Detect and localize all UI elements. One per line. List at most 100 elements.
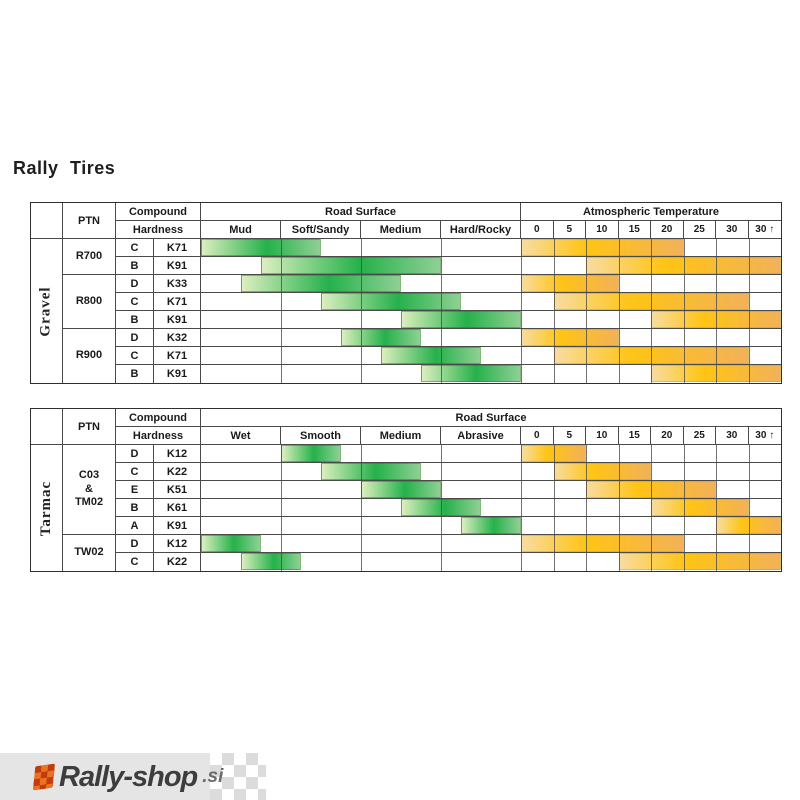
temperature-column-header: 30 — [716, 427, 749, 445]
temperature-bar — [521, 239, 684, 256]
ptn-group-label: R700 — [75, 249, 103, 262]
temperature-column-header: 15 — [618, 427, 651, 445]
rally-shop-logo: Rally-shop .si — [32, 757, 223, 797]
hardness-cell: D — [116, 535, 154, 553]
temperature-column-header: 0 — [521, 221, 554, 239]
page-title: Rally Tires — [13, 158, 116, 178]
ptn-group-label: C03 & TM02 — [74, 468, 104, 509]
grid-line — [586, 239, 587, 383]
compound-header-cell: Compound — [116, 409, 201, 427]
row-track — [201, 463, 781, 481]
hardness-cell: D — [116, 329, 154, 347]
surface-column-header: Soft/Sandy — [281, 221, 361, 239]
code-cell: K61 — [154, 499, 201, 517]
grid-line — [361, 445, 362, 571]
row-track — [201, 553, 781, 571]
row-track — [201, 365, 781, 383]
surface-column-header: Abrasive — [441, 427, 521, 445]
grid-line — [748, 445, 750, 571]
code-cell: K12 — [154, 535, 201, 553]
ptn-group-label: TW02 — [74, 546, 104, 559]
logo-text: Rally-shop — [59, 760, 198, 793]
temperature-column-header: 25 — [683, 221, 716, 239]
surface-bar — [461, 517, 521, 534]
temperature-bar — [521, 535, 684, 552]
ptn-group-label: R900 — [75, 349, 103, 362]
code-cell: K91 — [154, 365, 201, 383]
temperature-column-header: 20 — [651, 221, 684, 239]
atmospheric-temperature-header-cell: Atmospheric Temperature — [521, 203, 781, 221]
surface-bar — [321, 463, 421, 480]
hardness-cell: C — [116, 553, 154, 571]
hardness-cell: B — [116, 499, 154, 517]
temperature-column-header: 25 — [683, 427, 716, 445]
grid-line — [361, 239, 362, 383]
grid-line — [553, 445, 555, 571]
corner-cell — [31, 203, 63, 239]
surface-bar — [201, 239, 321, 256]
temperature-bar — [521, 329, 619, 346]
row-track — [201, 275, 781, 293]
category-label: Tarmac — [38, 480, 55, 536]
category-cell: Tarmac — [31, 445, 63, 571]
table-tarmac: PTN Compound Hardness Road Surface Wet Smooth… — [30, 408, 782, 572]
grid-line — [716, 239, 717, 383]
ptn-group-cell: R800 — [63, 275, 116, 329]
code-cell: K12 — [154, 445, 201, 463]
ptn-group-cell: R900 — [63, 329, 116, 383]
temperature-column-header: 15 — [618, 221, 651, 239]
ptn-group-cell: TW02 — [63, 535, 116, 571]
hardness-cell: C — [116, 293, 154, 311]
surface-bar — [381, 347, 481, 364]
hardness-cell: D — [116, 275, 154, 293]
hardness-cell: A — [116, 517, 154, 535]
row-track — [201, 535, 781, 553]
grid-line — [618, 445, 620, 571]
surface-column-header: Medium — [361, 221, 441, 239]
hardness-cell: B — [116, 311, 154, 329]
surface-bar — [281, 445, 341, 462]
row-track — [201, 481, 781, 499]
hardness-cell: C — [116, 239, 154, 257]
temperature-bar — [618, 553, 781, 570]
grid-line — [586, 445, 587, 571]
hardness-cell: E — [116, 481, 154, 499]
surface-bar — [321, 293, 461, 310]
code-cell: K33 — [154, 275, 201, 293]
row-track — [201, 347, 781, 365]
ptn-group-label: R800 — [75, 294, 103, 307]
row-track — [201, 445, 781, 463]
surface-bar — [241, 553, 301, 570]
temperature-column-header: 30 ↑ — [748, 221, 781, 239]
temperature-bar — [521, 275, 619, 292]
grid-line — [553, 239, 555, 383]
hardness-cell: B — [116, 365, 154, 383]
grid-line — [281, 445, 282, 571]
compound-header-cell: Compound — [116, 203, 201, 221]
hardness-cell: C — [116, 347, 154, 365]
row-track — [201, 293, 781, 311]
temperature-column-header: 10 — [586, 427, 619, 445]
code-cell: K22 — [154, 553, 201, 571]
corner-cell — [31, 409, 63, 445]
grid-line — [683, 239, 685, 383]
temperature-bar — [651, 499, 749, 516]
grid-line — [281, 239, 282, 383]
surface-column-header: Hard/Rocky — [441, 221, 521, 239]
grid-line — [651, 239, 652, 383]
ptn-group-cell: R700 — [63, 239, 116, 275]
row-track — [201, 311, 781, 329]
ptn-group-cell: C03 & TM02 — [63, 445, 116, 535]
road-surface-header-cell: Road Surface — [201, 409, 781, 427]
footer-checker-pattern — [210, 753, 266, 800]
row-track — [201, 257, 781, 275]
code-cell: K91 — [154, 257, 201, 275]
code-cell: K32 — [154, 329, 201, 347]
code-cell: K91 — [154, 517, 201, 535]
temperature-bar — [553, 463, 651, 480]
code-cell: K22 — [154, 463, 201, 481]
surface-bar — [261, 257, 441, 274]
hardness-cell: C — [116, 463, 154, 481]
logo-checker-icon — [32, 763, 56, 791]
row-track — [201, 499, 781, 517]
